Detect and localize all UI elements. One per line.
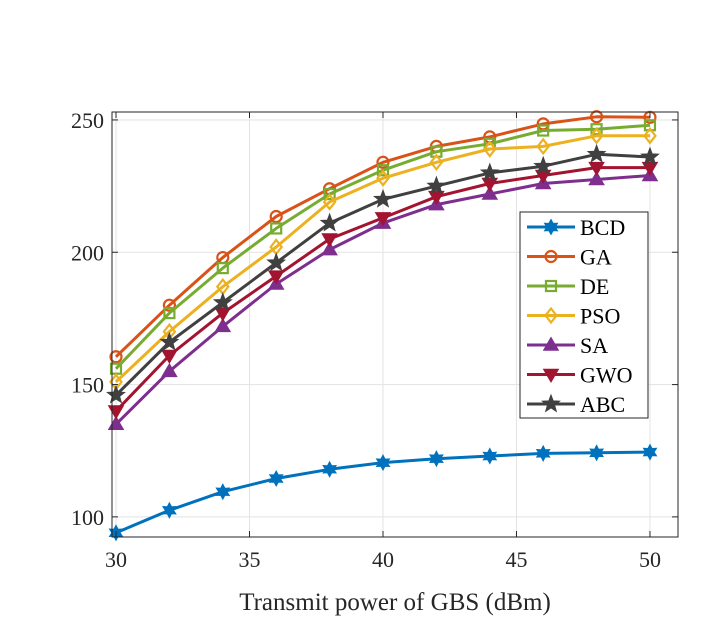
legend-label-abc: ABC xyxy=(580,392,625,417)
data-point-sa xyxy=(588,170,605,186)
x-tick-label: 45 xyxy=(505,547,527,572)
data-point-pso xyxy=(429,153,444,172)
data-point-de xyxy=(216,262,229,275)
legend-label-sa: SA xyxy=(580,333,608,358)
data-point-abc xyxy=(159,331,180,351)
legend-item-abc: ABC xyxy=(527,392,625,417)
data-point-bcd xyxy=(428,450,444,468)
series-gwo xyxy=(107,161,659,420)
data-point-ga xyxy=(162,298,177,312)
legend-label-de: DE xyxy=(580,274,609,299)
data-point-ga xyxy=(376,155,390,169)
y-tick-label: 100 xyxy=(71,505,104,530)
data-point-abc xyxy=(373,188,393,208)
legend-marker-abc xyxy=(541,393,561,413)
legend-item-pso: PSO xyxy=(527,304,620,329)
data-point-gwo xyxy=(428,190,445,206)
data-point-de xyxy=(323,187,336,201)
data-point-bcd xyxy=(268,469,284,488)
legend-marker-gwo xyxy=(542,368,560,383)
data-point-abc xyxy=(533,155,554,175)
data-point-pso xyxy=(376,169,390,187)
data-point-gwo xyxy=(214,307,232,322)
data-point-abc xyxy=(426,175,447,195)
series-bcd xyxy=(108,443,658,542)
y-tick-label: 200 xyxy=(71,240,104,265)
series-group xyxy=(106,110,660,542)
data-point-bcd xyxy=(161,501,177,519)
data-point-abc xyxy=(212,292,233,311)
data-point-bcd xyxy=(535,444,551,462)
legend: BCD GA DE PSO SA GWO ABC xyxy=(519,211,649,419)
x-tick-label: 40 xyxy=(372,547,394,572)
data-point-pso xyxy=(536,137,551,156)
data-point-bcd xyxy=(589,444,605,462)
y-tick-label: 250 xyxy=(71,108,104,133)
legend-item-gwo: GWO xyxy=(527,363,633,388)
x-tick-label: 50 xyxy=(639,547,661,572)
x-axis-label: Transmit power of GBS (dBm) xyxy=(239,589,551,616)
data-point-bcd xyxy=(642,443,658,461)
series-abc xyxy=(106,143,660,404)
legend-item-bcd: BCD xyxy=(527,215,625,240)
x-tick-label: 35 xyxy=(238,547,260,572)
axes-box xyxy=(111,111,679,538)
data-point-gwo xyxy=(481,177,499,192)
data-point-de xyxy=(537,124,550,137)
legend-label-ga: GA xyxy=(580,245,612,270)
legend-label-pso: PSO xyxy=(580,304,620,329)
legend-item-de: DE xyxy=(527,274,609,299)
legend-marker-de xyxy=(544,279,558,293)
legend-marker-sa xyxy=(542,336,560,351)
data-point-gwo xyxy=(321,233,338,248)
legend-label-gwo: GWO xyxy=(580,363,633,388)
series-line-ga xyxy=(114,115,651,358)
data-point-pso xyxy=(589,127,604,145)
data-point-bcd xyxy=(215,483,231,501)
data-point-de xyxy=(163,307,176,320)
data-point-pso xyxy=(482,140,497,158)
data-point-de xyxy=(590,123,603,136)
data-point-gwo xyxy=(588,161,605,177)
data-point-gwo xyxy=(267,270,285,285)
ticks: 30 35 40 45 50 100 150 200 250 xyxy=(71,108,678,572)
y-tick-label: 150 xyxy=(71,373,104,398)
data-point-gwo xyxy=(374,212,392,227)
series-line-pso xyxy=(114,134,650,383)
series-pso xyxy=(109,127,657,391)
data-point-sa xyxy=(107,415,125,431)
data-point-sa xyxy=(214,317,232,333)
data-point-gwo xyxy=(641,161,659,177)
legend-item-sa: SA xyxy=(527,333,608,358)
legend-label-bcd: BCD xyxy=(580,215,625,240)
data-point-bcd xyxy=(322,460,338,478)
data-point-ga xyxy=(269,209,283,224)
legend-item-ga: GA xyxy=(527,245,612,270)
data-point-sa xyxy=(161,362,178,378)
data-point-sa xyxy=(481,185,499,200)
data-point-ga xyxy=(589,110,604,124)
data-point-abc xyxy=(640,146,660,166)
data-point-abc xyxy=(319,212,340,232)
data-point-abc xyxy=(586,143,607,163)
data-point-de xyxy=(270,222,283,235)
data-point-abc xyxy=(106,384,126,404)
legend-marker-ga xyxy=(544,249,558,264)
data-point-pso xyxy=(643,127,657,145)
legend-marker-bcd xyxy=(543,218,559,236)
legend-marker-pso xyxy=(544,306,558,325)
data-point-pso xyxy=(322,193,337,211)
data-point-gwo xyxy=(107,405,125,420)
data-point-abc xyxy=(479,162,500,182)
data-point-bcd xyxy=(375,454,391,472)
data-point-ga xyxy=(109,350,123,364)
data-point-bcd xyxy=(482,447,498,465)
data-point-de xyxy=(376,164,390,177)
data-point-sa xyxy=(321,241,338,256)
data-point-gwo xyxy=(161,349,178,364)
x-tick-label: 30 xyxy=(105,547,127,572)
data-point-abc xyxy=(266,252,287,272)
